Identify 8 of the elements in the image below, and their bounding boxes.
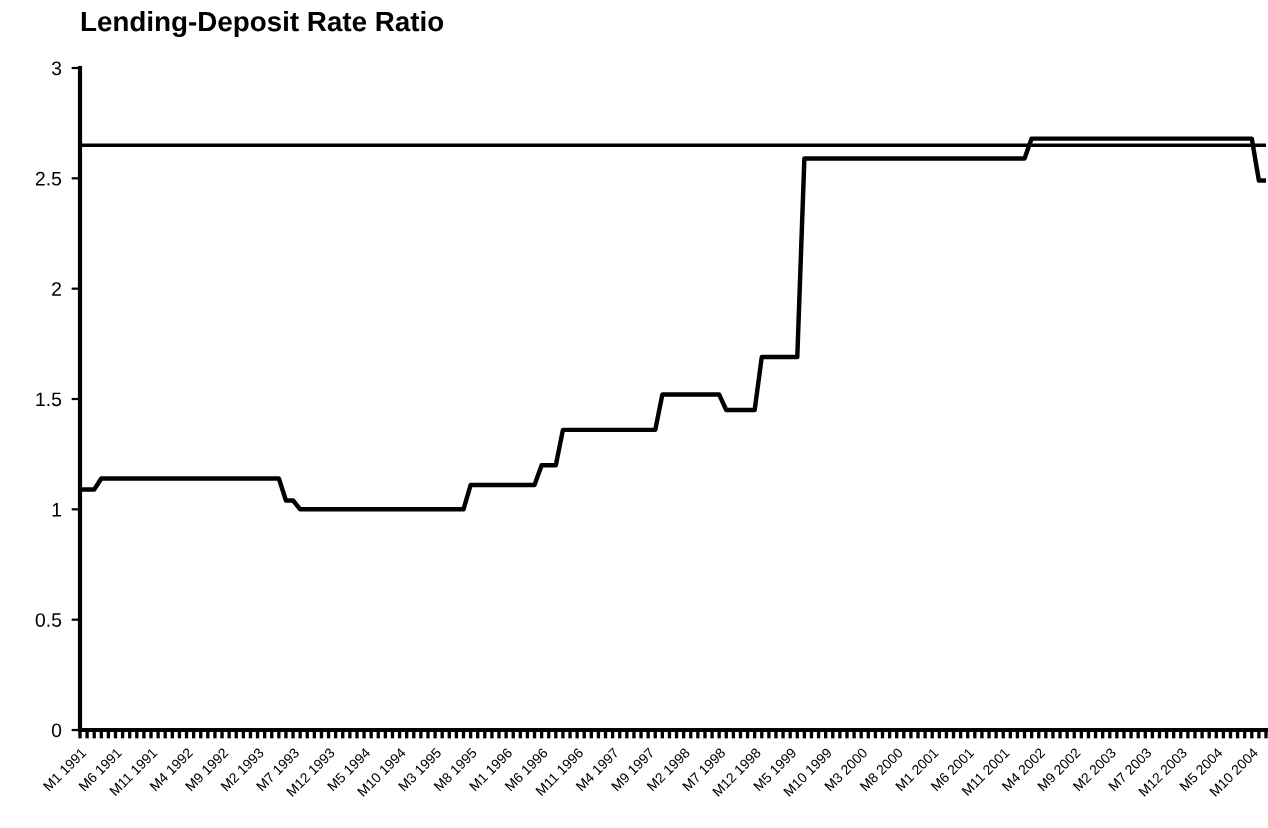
chart-title: Lending-Deposit Rate Ratio [81, 10, 444, 38]
y-tick-label: 1.5 [36, 392, 62, 407]
y-tick-label: 2 [52, 282, 61, 296]
y-tick-label: 0 [51, 723, 62, 738]
y-tick-label: 2.5 [35, 171, 62, 186]
y-tick-label: 0.5 [35, 613, 62, 627]
y-tick-label: 3 [51, 61, 62, 76]
y-tick-label: 1 [52, 503, 61, 517]
